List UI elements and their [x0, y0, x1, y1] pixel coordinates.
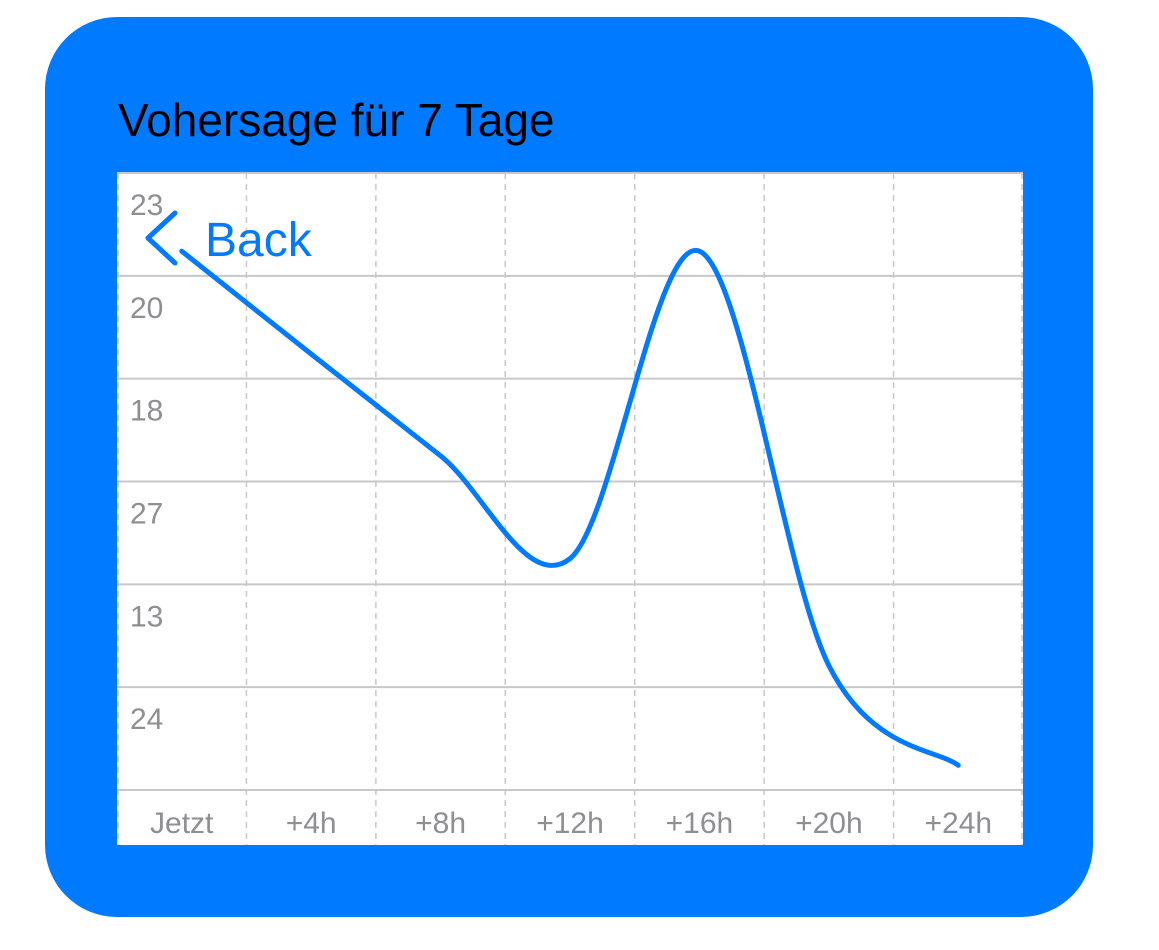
back-button[interactable]: Back [145, 210, 313, 267]
y-tick-label: 23 [130, 189, 163, 222]
x-tick-label: +4h [286, 807, 337, 840]
x-tick-label: +20h [795, 807, 863, 840]
y-tick-label: 27 [130, 498, 163, 531]
temperature-line [179, 248, 961, 768]
x-tick-label: +8h [415, 807, 466, 840]
plot-area [117, 173, 1023, 845]
title: Vohersage für 7 Tage [118, 94, 554, 146]
chart: 23 20 18 27 13 24 Jetzt +4h +8h +12h +16h +20h +24h [117, 172, 1023, 845]
x-tick-label: +24h [924, 807, 992, 840]
y-tick-label: 20 [130, 292, 163, 325]
back-label[interactable]: Back [205, 214, 313, 267]
y-tick-label: 24 [130, 703, 163, 736]
y-tick-label: 18 [130, 395, 163, 428]
back-chevron[interactable] [145, 210, 178, 266]
x-tick-label: +12h [536, 807, 604, 840]
x-tick-label: +16h [666, 807, 734, 840]
y-tick-label: 13 [130, 600, 163, 633]
x-tick-label: Jetzt [150, 807, 214, 840]
